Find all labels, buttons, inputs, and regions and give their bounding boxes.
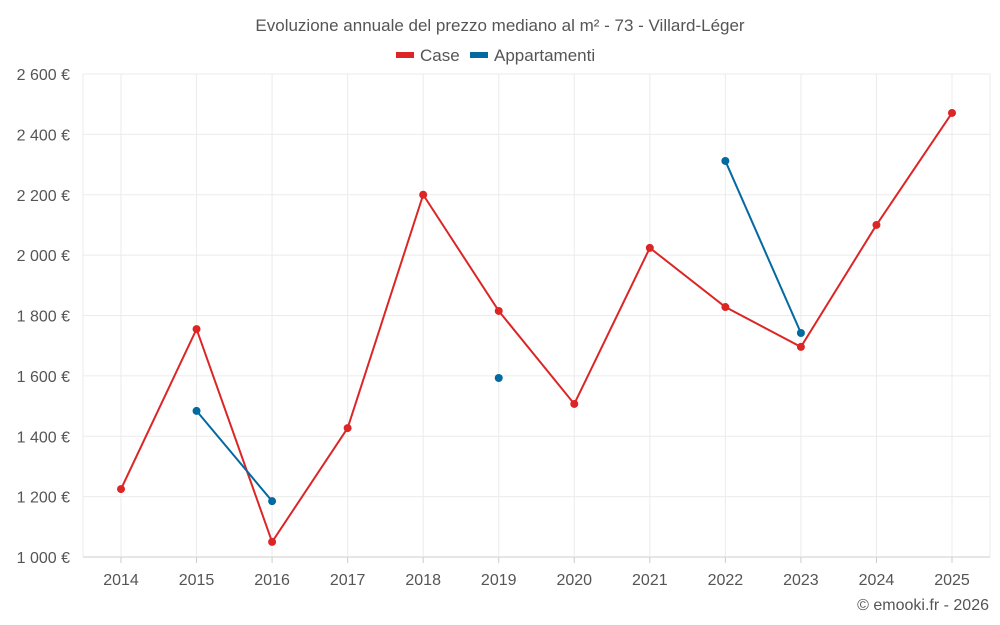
y-tick-label: 1 800 € xyxy=(17,309,70,326)
series-case xyxy=(117,108,956,546)
x-tick-label: 2019 xyxy=(481,572,517,589)
y-tick-label: 1 200 € xyxy=(17,490,70,507)
series-line xyxy=(195,410,273,502)
x-tick-label: 2024 xyxy=(859,572,895,589)
x-tick-label: 2021 xyxy=(632,572,668,589)
x-tick-label: 2014 xyxy=(103,572,139,589)
x-tick-label: 2017 xyxy=(330,572,366,589)
data-point xyxy=(419,190,428,199)
data-point xyxy=(872,220,881,229)
x-tick-label: 2025 xyxy=(934,572,970,589)
legend: Case Appartamenti xyxy=(396,46,595,65)
series-appartamenti xyxy=(192,156,805,506)
data-point xyxy=(494,373,503,382)
y-tick-label: 2 000 € xyxy=(17,248,70,265)
series-line xyxy=(120,112,953,545)
x-tick-label: 2015 xyxy=(179,572,215,589)
x-tick-label: 2016 xyxy=(254,572,290,589)
legend-label: Appartamenti xyxy=(494,46,595,65)
y-tick-label: 2 600 € xyxy=(17,67,70,84)
series-group xyxy=(117,108,956,546)
data-point xyxy=(268,497,277,506)
x-tick-label: 2022 xyxy=(708,572,744,589)
data-point xyxy=(721,303,730,312)
data-point xyxy=(343,424,352,433)
data-point xyxy=(796,329,805,338)
data-point xyxy=(494,306,503,315)
data-point xyxy=(645,243,654,252)
y-tick-label: 2 200 € xyxy=(17,188,70,205)
series-line xyxy=(724,160,802,334)
data-point xyxy=(948,108,956,117)
y-tick-label: 1 000 € xyxy=(17,550,70,567)
x-tick-label: 2018 xyxy=(405,572,441,589)
y-tick-label: 2 400 € xyxy=(17,127,70,144)
x-axis: 2014 2015 2016 2017 2018 2019 2020 2021 2022 2023… xyxy=(103,557,970,589)
grid xyxy=(82,73,991,558)
data-point xyxy=(570,399,579,408)
x-tick-label: 2020 xyxy=(556,572,592,589)
data-point xyxy=(192,406,201,415)
credit: © emooki.fr - 2026 xyxy=(857,597,989,614)
y-tick-label: 1 400 € xyxy=(17,429,70,446)
data-point xyxy=(268,537,277,546)
y-tick-label: 1 600 € xyxy=(17,369,70,386)
data-point xyxy=(192,325,201,334)
legend-swatch xyxy=(470,52,488,58)
data-point xyxy=(117,485,125,494)
legend-label: Case xyxy=(420,46,460,65)
y-axis: 1 000 € 1 200 € 1 400 € 1 600 € 1 800 € 2 000… xyxy=(17,67,70,567)
data-point xyxy=(796,342,805,351)
data-point xyxy=(721,156,730,165)
chart-title: Evoluzione annuale del prezzo mediano al… xyxy=(255,16,745,35)
x-tick-label: 2023 xyxy=(783,572,819,589)
legend-swatch xyxy=(396,52,414,58)
